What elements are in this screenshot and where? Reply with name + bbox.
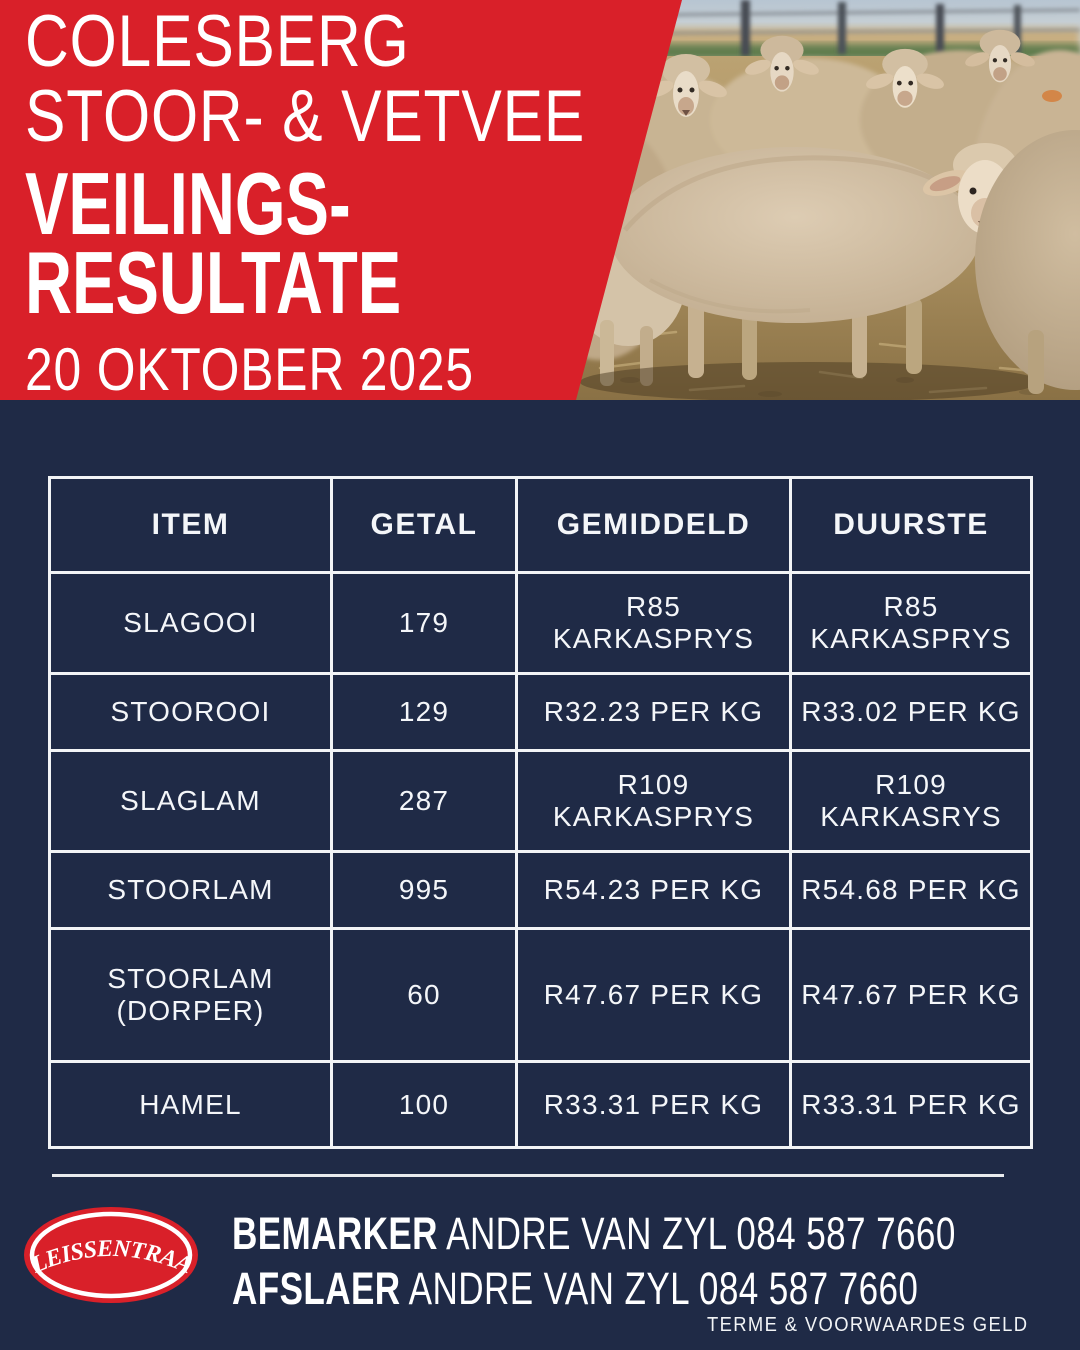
- table-cell: 129: [330, 672, 518, 752]
- table-header-row: ITEM GETAL GEMIDDELD DUURSTE: [48, 476, 1033, 574]
- title-block: COLESBERG STOOR- & VETVEE VEILINGS- RESU…: [25, 4, 700, 400]
- table-cell: STOORLAM: [48, 850, 333, 930]
- col-header-gemiddeld: GEMIDDELD: [515, 476, 792, 574]
- table-row: HAMEL 100 R33.31 PER KG R33.31 PER KG: [48, 1060, 1033, 1149]
- table-cell: R85 KARKASPRYS: [789, 571, 1033, 675]
- table-row: SLAGLAM 287 R109 KARKASPRYS R109 KARKASR…: [48, 749, 1033, 853]
- title-line-4: RESULTATE: [25, 233, 402, 332]
- table-cell: R32.23 PER KG: [515, 672, 792, 752]
- table-row: STOOROOI 129 R32.23 PER KG R33.02 PER KG: [48, 672, 1033, 752]
- auction-date: 20 OKTOBER 2025: [25, 336, 474, 403]
- terms-note: TERME & VOORWAARDES GELD: [706, 1314, 1028, 1336]
- red-banner: [0, 0, 682, 400]
- afslaer-contact: ANDRE VAN ZYL 084 587 7660: [400, 1263, 919, 1314]
- table-row: STOORLAM 995 R54.23 PER KG R54.68 PER KG: [48, 850, 1033, 930]
- col-header-getal: GETAL: [330, 476, 518, 574]
- table-cell: R54.23 PER KG: [515, 850, 792, 930]
- title-line-3: VEILINGS-: [25, 154, 351, 253]
- title-line-1: COLESBERG: [25, 1, 410, 82]
- contact-lines: BEMARKER ANDRE VAN ZYL 084 587 7660 AFSL…: [232, 1206, 1080, 1316]
- table-cell: SLAGOOI: [48, 571, 333, 675]
- afslaer-label: AFSLAER: [232, 1263, 401, 1314]
- table-cell: R109 KARKASPRYS: [515, 749, 792, 853]
- table-cell: SLAGLAM: [48, 749, 333, 853]
- table-cell: 179: [330, 571, 518, 675]
- table-cell: STOORLAM (DORPER): [48, 927, 333, 1063]
- table-cell: 995: [330, 850, 518, 930]
- table-cell: STOOROOI: [48, 672, 333, 752]
- table-cell: R109 KARKASRYS: [789, 749, 1033, 853]
- table-cell: 60: [330, 927, 518, 1063]
- title-line-2: STOOR- & VETVEE: [25, 76, 586, 157]
- footer-divider: [52, 1174, 1004, 1177]
- table-cell: R47.67 PER KG: [789, 927, 1033, 1063]
- table-cell: R33.31 PER KG: [515, 1060, 792, 1149]
- table-cell: R33.02 PER KG: [789, 672, 1033, 752]
- table-cell: R85 KARKASPRYS: [515, 571, 792, 675]
- table-row: SLAGOOI 179 R85 KARKASPRYS R85 KARKASPRY…: [48, 571, 1033, 675]
- table-cell: 100: [330, 1060, 518, 1149]
- table-cell: R47.67 PER KG: [515, 927, 792, 1063]
- afslaer-line: AFSLAER ANDRE VAN ZYL 084 587 7660: [232, 1261, 956, 1316]
- bemarker-label: BEMARKER: [232, 1208, 438, 1259]
- col-header-item: ITEM: [48, 476, 333, 574]
- bemarker-line: BEMARKER ANDRE VAN ZYL 084 587 7660: [232, 1206, 956, 1261]
- header: COLESBERG STOOR- & VETVEE VEILINGS- RESU…: [0, 0, 1080, 400]
- table-cell: 287: [330, 749, 518, 853]
- col-header-duurste: DUURSTE: [789, 476, 1033, 574]
- table-cell: HAMEL: [48, 1060, 333, 1149]
- table-cell: R33.31 PER KG: [789, 1060, 1033, 1149]
- results-table: ITEM GETAL GEMIDDELD DUURSTE SLAGOOI 179…: [48, 476, 1033, 1149]
- table-cell: R54.68 PER KG: [789, 850, 1033, 930]
- vleissentraal-logo: VLEISSENTRAAL: [22, 1204, 198, 1303]
- bemarker-contact: ANDRE VAN ZYL 084 587 7660: [437, 1208, 956, 1259]
- table-row: STOORLAM (DORPER) 60 R47.67 PER KG R47.6…: [48, 927, 1033, 1063]
